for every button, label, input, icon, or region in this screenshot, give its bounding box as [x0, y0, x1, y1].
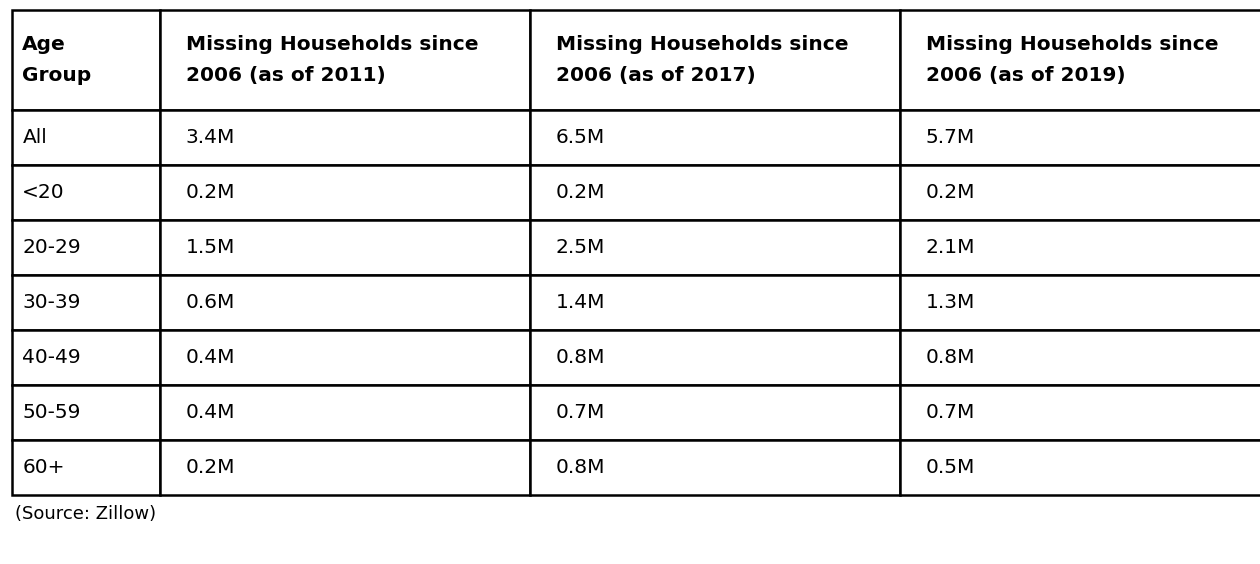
Bar	[530, 220, 900, 275]
Text: 0.4M: 0.4M	[186, 348, 236, 367]
Text: <20: <20	[23, 183, 66, 202]
Bar	[160, 165, 530, 220]
Text: All: All	[23, 128, 47, 147]
Bar	[160, 440, 530, 495]
Bar	[900, 10, 1260, 110]
Bar	[530, 330, 900, 385]
Bar	[160, 10, 530, 110]
Text: Missing Households since
2006 (as of 2017): Missing Households since 2006 (as of 201…	[556, 35, 848, 85]
Bar	[13, 275, 160, 330]
Bar	[13, 110, 160, 165]
Text: 0.2M: 0.2M	[926, 183, 975, 202]
Text: 5.7M: 5.7M	[926, 128, 975, 147]
Bar	[160, 110, 530, 165]
Text: 0.2M: 0.2M	[186, 458, 236, 477]
Text: (Source: Zillow): (Source: Zillow)	[15, 505, 156, 523]
Text: 40-49: 40-49	[23, 348, 81, 367]
Text: 0.8M: 0.8M	[556, 348, 605, 367]
Bar	[160, 330, 530, 385]
Bar	[900, 440, 1260, 495]
Text: 0.2M: 0.2M	[556, 183, 605, 202]
Text: 6.5M: 6.5M	[556, 128, 605, 147]
Bar	[160, 220, 530, 275]
Text: 50-59: 50-59	[23, 403, 81, 422]
Bar	[13, 10, 160, 110]
Bar	[530, 110, 900, 165]
Text: 2.1M: 2.1M	[926, 238, 975, 257]
Text: 0.2M: 0.2M	[186, 183, 236, 202]
Text: 0.8M: 0.8M	[556, 458, 605, 477]
Bar	[530, 10, 900, 110]
Bar	[13, 385, 160, 440]
Text: Age
Group: Age Group	[23, 35, 92, 85]
Bar	[13, 330, 160, 385]
Bar	[530, 385, 900, 440]
Bar	[13, 440, 160, 495]
Text: 30-39: 30-39	[23, 293, 81, 312]
Text: 1.5M: 1.5M	[186, 238, 236, 257]
Text: 2.5M: 2.5M	[556, 238, 605, 257]
Text: 0.8M: 0.8M	[926, 348, 975, 367]
Bar	[900, 110, 1260, 165]
Text: Missing Households since
2006 (as of 2019): Missing Households since 2006 (as of 201…	[926, 35, 1218, 85]
Bar	[530, 440, 900, 495]
Text: 1.3M: 1.3M	[926, 293, 975, 312]
Bar	[900, 330, 1260, 385]
Bar	[900, 165, 1260, 220]
Text: 0.7M: 0.7M	[926, 403, 975, 422]
Bar	[900, 385, 1260, 440]
Bar	[900, 275, 1260, 330]
Bar	[13, 220, 160, 275]
Text: 1.4M: 1.4M	[556, 293, 605, 312]
Text: 0.5M: 0.5M	[926, 458, 975, 477]
Bar	[160, 275, 530, 330]
Bar	[160, 385, 530, 440]
Text: 3.4M: 3.4M	[186, 128, 236, 147]
Bar	[900, 220, 1260, 275]
Bar	[530, 165, 900, 220]
Bar	[13, 165, 160, 220]
Text: 0.6M: 0.6M	[186, 293, 236, 312]
Bar	[530, 275, 900, 330]
Text: Missing Households since
2006 (as of 2011): Missing Households since 2006 (as of 201…	[186, 35, 479, 85]
Text: 0.7M: 0.7M	[556, 403, 605, 422]
Text: 60+: 60+	[23, 458, 64, 477]
Text: 0.4M: 0.4M	[186, 403, 236, 422]
Text: 20-29: 20-29	[23, 238, 81, 257]
